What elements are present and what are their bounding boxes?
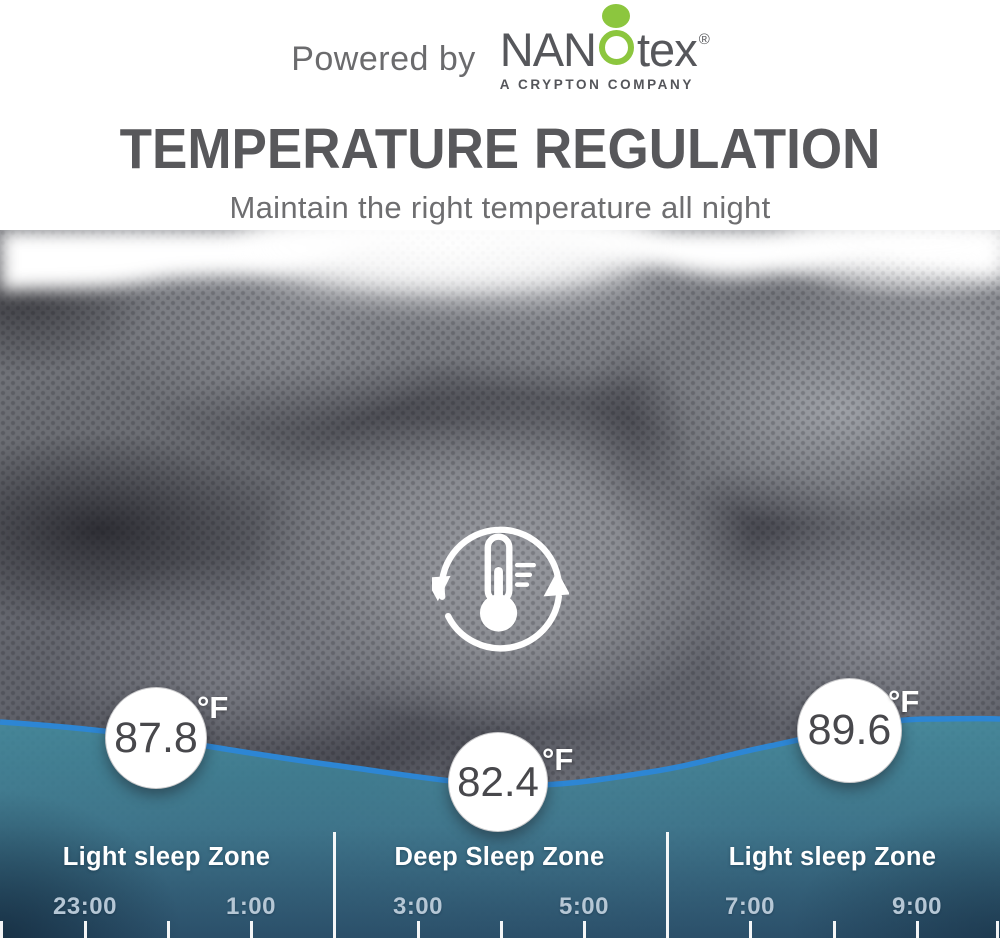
brand-logo: NAN tex ® A CRYPTON COMPANY — [499, 4, 710, 92]
temp-bubble-center: 82.4 — [448, 732, 548, 832]
timeline-tick — [250, 921, 253, 938]
temp-unit: °F — [888, 684, 920, 719]
timeline-tick — [996, 921, 999, 938]
timeline-tick — [583, 921, 586, 938]
temp-unit: °F — [542, 742, 574, 777]
time-label: 7:00 — [724, 893, 776, 920]
timeline-tick — [916, 921, 919, 938]
temp-value: 87.8 — [114, 713, 198, 762]
temp-value: 82.4 — [457, 758, 539, 805]
zone-label-light-sleep-1: Light sleep Zone — [62, 843, 271, 871]
thermometer-circular-arrows-icon — [425, 526, 570, 652]
time-label: 5:00 — [558, 893, 610, 920]
green-dot-icon — [602, 4, 630, 28]
time-label: 23:00 — [53, 893, 117, 920]
arrow-up-icon — [543, 570, 570, 597]
temp-bubble-right: 89.6 — [797, 678, 902, 783]
zone-label-deep-sleep: Deep Sleep Zone — [394, 843, 605, 871]
temp-unit: °F — [197, 690, 229, 725]
registered-mark: ® — [698, 31, 710, 48]
timeline-tick — [167, 921, 170, 938]
green-ring-icon — [599, 30, 634, 65]
timeline-tick — [0, 921, 3, 938]
timeline-tick — [500, 921, 503, 938]
thermometer-icon — [479, 533, 536, 632]
zone-divider — [333, 832, 336, 938]
time-label: 9:00 — [891, 893, 943, 920]
time-label: 3:00 — [392, 893, 444, 920]
timeline-tick — [84, 921, 87, 938]
page-subtitle: Maintain the right temperature all night — [229, 190, 771, 225]
photo-horizon-glow — [0, 230, 1000, 296]
brand-name-prefix: NAN — [499, 23, 597, 76]
timeline-tick — [417, 921, 420, 938]
brand-name: NAN tex ® — [499, 4, 710, 76]
brand-o-mark — [599, 4, 634, 66]
powered-by-row: Powered by NAN tex ® A CRYPTON COMPANY — [0, 4, 1000, 100]
brand-tagline: A CRYPTON COMPANY — [499, 77, 694, 92]
temperature-cycle-icon — [425, 522, 570, 659]
timeline-tick — [749, 921, 752, 938]
header: Powered by NAN tex ® A CRYPTON COMPANY T… — [0, 0, 1000, 226]
page-title: TEMPERATURE REGULATION — [119, 117, 881, 181]
zone-divider — [666, 832, 669, 938]
thermometer-scale-ticks — [514, 562, 536, 587]
zone-label-light-sleep-2: Light sleep Zone — [728, 843, 937, 871]
time-label: 1:00 — [225, 893, 277, 920]
timeline-tick — [833, 921, 836, 938]
brand-name-suffix: tex — [637, 23, 698, 76]
temp-bubble-left: 87.8 — [105, 687, 207, 789]
temp-value: 89.6 — [807, 706, 892, 754]
powered-by-text: Powered by — [291, 40, 476, 78]
